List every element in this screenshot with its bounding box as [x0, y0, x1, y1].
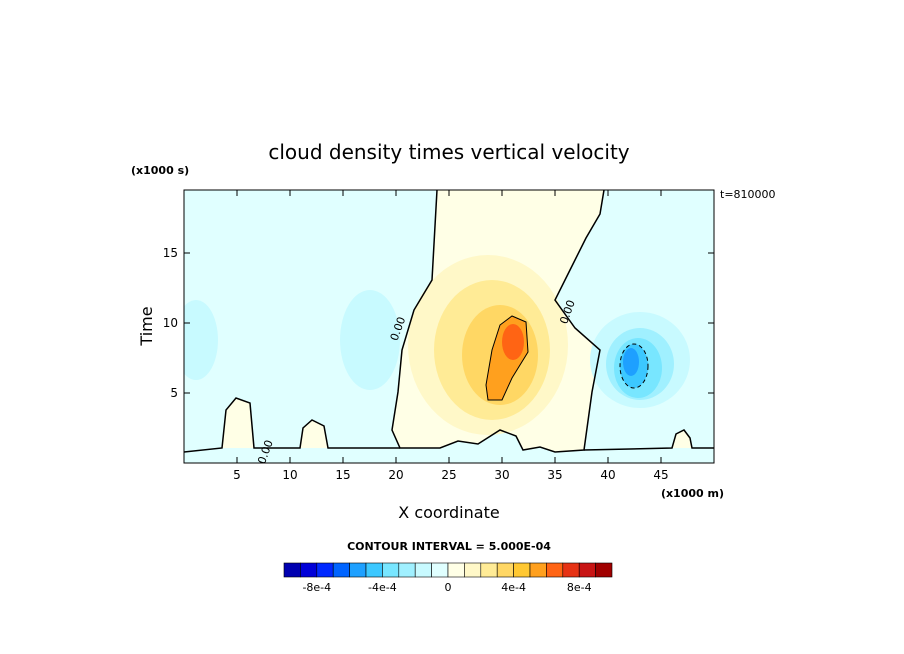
x-tick-label: 40	[600, 468, 615, 482]
colorbar-swatch	[414, 562, 432, 578]
y-unit-label: (x1000 s)	[131, 164, 189, 177]
y-tick-label: 10	[163, 316, 178, 330]
cool-core	[623, 348, 639, 376]
colorbar-tick-label: -4e-4	[368, 581, 397, 594]
bump-region	[300, 420, 328, 448]
x-tick-label: 25	[441, 468, 456, 482]
x-tick-label: 45	[653, 468, 668, 482]
weak-negative-region	[340, 290, 400, 390]
x-tick-label: 10	[282, 468, 297, 482]
colorbar-swatch	[529, 562, 547, 578]
colorbar-ticks: -8e-4 -4e-4 0 4e-4 8e-4	[302, 581, 591, 594]
colorbar-swatch	[332, 562, 350, 578]
colorbar-swatch	[316, 562, 334, 578]
x-axis-label: X coordinate	[398, 503, 499, 522]
colorbar-swatch	[562, 562, 580, 578]
contour-field	[184, 190, 714, 463]
colorbar-tick-label: -8e-4	[302, 581, 331, 594]
x-tick-label: 20	[388, 468, 403, 482]
colorbar-swatch	[349, 562, 367, 578]
colorbar-swatch	[513, 562, 531, 578]
colorbar-swatch	[382, 562, 400, 578]
chart-title: cloud density times vertical velocity	[268, 140, 629, 164]
y-axis: 5 10 15	[163, 246, 714, 400]
colorbar-swatch	[283, 562, 301, 578]
colorbar	[283, 562, 613, 578]
bump-region	[222, 398, 254, 448]
x-tick-label: 30	[494, 468, 509, 482]
colorbar-tick-label: 8e-4	[567, 581, 592, 594]
negative-contour	[619, 343, 649, 389]
time-stamp: t=810000	[720, 188, 776, 201]
x-tick-label: 5	[233, 468, 241, 482]
contour-interval-text: CONTOUR INTERVAL = 5.000E-04	[347, 540, 551, 553]
x-tick-label: 35	[547, 468, 562, 482]
y-axis-label: Time	[137, 306, 156, 346]
zero-contour	[184, 397, 400, 453]
y-tick-label: 15	[163, 246, 178, 260]
colorbar-swatch	[480, 562, 498, 578]
x-tick-label: 15	[335, 468, 350, 482]
colorbar-swatch	[546, 562, 564, 578]
zero-contour	[391, 190, 605, 453]
colorbar-swatch	[365, 562, 383, 578]
colorbar-tick-label: 4e-4	[501, 581, 526, 594]
zero-contour	[583, 429, 714, 451]
x-axis: 5 10 15 20 25 30 35 40 45	[233, 190, 669, 482]
y-tick-label: 5	[170, 386, 178, 400]
colorbar-swatch	[300, 562, 318, 578]
colorbar-swatch	[431, 562, 449, 578]
colorbar-swatch	[578, 562, 596, 578]
colorbar-tick-label: 0	[445, 581, 452, 594]
colorbar-swatch	[447, 562, 465, 578]
positive-contour	[485, 315, 529, 401]
weak-negative-region	[184, 300, 218, 380]
warm-core	[502, 324, 524, 360]
colorbar-swatch	[496, 562, 514, 578]
colorbar-swatch	[464, 562, 482, 578]
colorbar-swatch	[398, 562, 416, 578]
x-unit-label: (x1000 m)	[661, 487, 724, 500]
colorbar-swatch	[595, 562, 613, 578]
